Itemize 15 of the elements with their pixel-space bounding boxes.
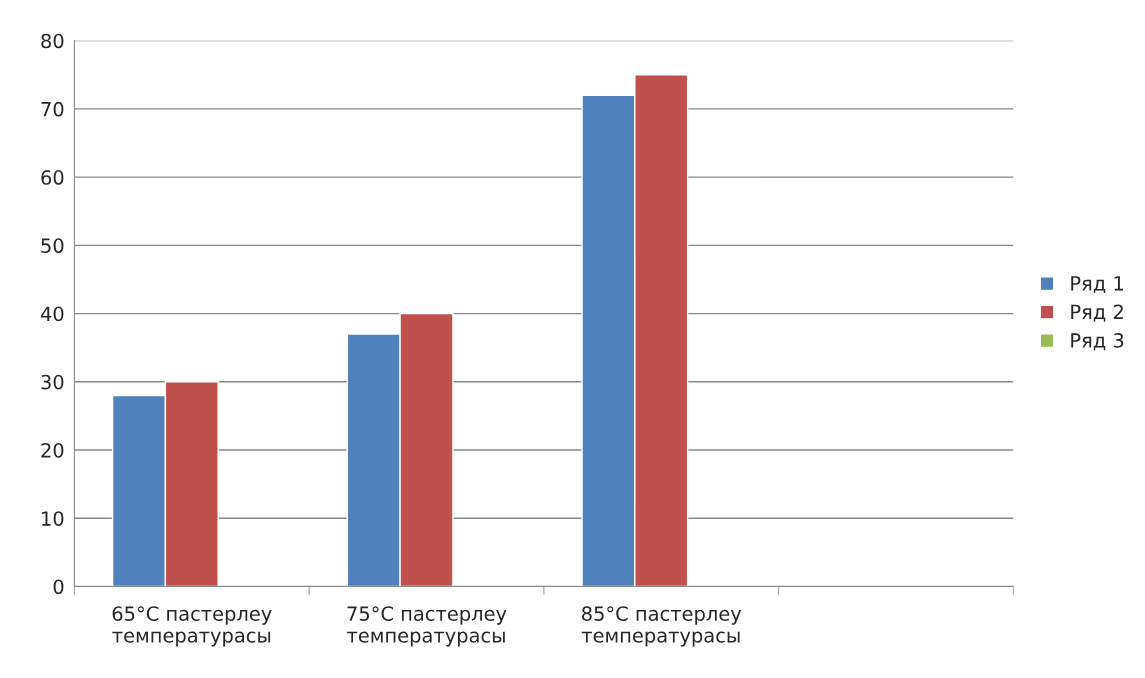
y-tick-label: 0 (53, 579, 64, 595)
y-tick-label: 70 (41, 101, 64, 117)
legend-label: Ряд 1 (1071, 276, 1123, 294)
y-tick-label: 10 (42, 511, 64, 526)
y-tick-label: 50 (41, 238, 64, 254)
y-tick-label: 40 (40, 306, 64, 322)
legend-label: Ряд 2 (1071, 304, 1123, 322)
x-tick-label: 65°C пастерлеу температурасы (112, 606, 272, 647)
x-tick-label: 85°C пастерлеу температурасы (581, 606, 742, 647)
legend-label: Ряд 3 (1071, 333, 1124, 351)
x-tick-label: 75°C пастерлеу температурасы (347, 606, 507, 647)
y-tick-label: 80 (41, 33, 64, 49)
y-tick-label: 30 (41, 374, 64, 390)
y-tick-label: 20 (41, 442, 64, 458)
y-tick-label: 60 (41, 170, 64, 185)
